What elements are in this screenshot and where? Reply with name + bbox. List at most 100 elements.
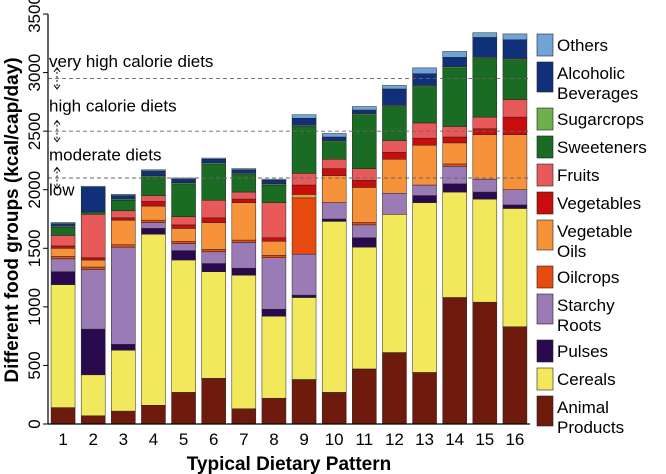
bar-segment: [352, 237, 377, 248]
legend: Others Alcoholic Beverages Sugarcrops Sweete…: [536, 33, 647, 437]
bar-segment: [231, 198, 257, 203]
x-tick-label: 11: [355, 430, 373, 449]
bar-segment: [352, 368, 377, 425]
bar-stack-4: [141, 169, 166, 425]
bar-segment: [321, 218, 347, 222]
bar-segment: [412, 86, 437, 124]
x-tick-label: 13: [415, 430, 434, 449]
y-tick-label: 1500: [25, 229, 44, 267]
y-tick-label: 500: [25, 351, 44, 379]
y-tick-label: 3000: [25, 54, 44, 92]
bar-segment: [80, 214, 106, 258]
bar-stack-11: [352, 106, 377, 425]
x-tick-label: 15: [475, 430, 494, 449]
bar-segment: [231, 408, 257, 425]
y-axis-ticks: 0 500 1000 1500 2000 2500 3000 3500: [25, 0, 48, 429]
bar-segment: [231, 191, 257, 200]
bar-segment: [80, 211, 106, 215]
bar-segment: [201, 217, 226, 223]
bar-segment: [201, 163, 226, 201]
bar-segment: [80, 257, 106, 261]
bar-segment: [171, 216, 196, 226]
y-tick-label: 1000: [25, 288, 44, 326]
bar-segment: [382, 214, 407, 353]
bar-segment: [442, 142, 467, 165]
bar-segment: [80, 328, 106, 376]
bar-segment: [141, 405, 166, 425]
bar-segment: [201, 251, 226, 264]
bar-segment: [502, 33, 528, 41]
bar-segment: [321, 141, 347, 160]
legend-label: Alcoholic Beverages: [557, 64, 638, 103]
bar-segment: [502, 116, 528, 135]
bar-segment: [261, 178, 287, 181]
bar-segment: [141, 205, 166, 221]
bar-segment: [261, 397, 287, 425]
bar-segment: [171, 241, 196, 244]
bar-segment: [261, 255, 287, 258]
bar-segment: [291, 118, 317, 126]
legend-swatch: [536, 265, 554, 289]
bar-segment: [502, 204, 528, 209]
x-axis-title: Typical Dietary Pattern: [187, 454, 392, 474]
bar-segment: [261, 257, 287, 310]
bar-segment: [321, 168, 347, 176]
bar-segment: [352, 187, 377, 223]
bar-segment: [442, 136, 467, 144]
bar-segment: [141, 176, 166, 196]
bar-segment: [231, 168, 257, 171]
bar-segment: [472, 58, 498, 118]
bar-segment: [502, 134, 528, 190]
bar-segment: [171, 178, 196, 183]
bar-segment: [472, 198, 498, 303]
x-axis-ticks: 1 2 3 4 5 6 7 8 9 10 11 12 13 14 15 16: [58, 430, 524, 449]
bar-segment: [171, 228, 196, 242]
bar-segment: [321, 392, 347, 425]
bar-segment: [412, 137, 437, 146]
bar-stack-10: [321, 133, 347, 425]
bar-segment: [472, 134, 498, 180]
bar-segment: [111, 210, 136, 219]
bar-segment: [412, 73, 437, 86]
bar-stack-9: [291, 114, 317, 425]
bar-segment: [382, 85, 407, 90]
bar-segment: [50, 223, 76, 227]
bars: [50, 32, 528, 425]
legend-swatch: [536, 293, 554, 325]
bar-segment: [412, 184, 437, 196]
legend-swatch: [536, 219, 554, 251]
bar-segment: [412, 144, 437, 186]
bar-segment: [141, 222, 166, 229]
legend-label: Cereals: [557, 370, 616, 389]
threshold-lines: low moderate diets high calorie diets very …: [48, 52, 530, 200]
bar-segment: [80, 374, 106, 417]
bar-segment: [382, 192, 407, 215]
bar-stack-5: [171, 177, 196, 425]
bar-segment: [201, 378, 226, 425]
legend-swatch: [536, 107, 554, 131]
bar-segment: [171, 259, 196, 393]
bar-segment: [442, 166, 467, 185]
arrow-head: [53, 84, 61, 90]
arrow-head: [53, 166, 61, 172]
bar-segment: [80, 185, 106, 188]
bar-segment: [80, 266, 106, 270]
bar-segment: [412, 202, 437, 373]
bar-segment: [231, 239, 257, 243]
bar-segment: [382, 159, 407, 194]
legend-label: Starchy Roots: [557, 296, 615, 335]
bar-segment: [472, 301, 498, 425]
bar-segment: [50, 226, 76, 236]
y-tick-label: 2000: [25, 171, 44, 209]
bar-segment: [231, 169, 257, 174]
bar-segment: [141, 228, 166, 235]
x-tick-label: 9: [299, 430, 308, 449]
arrow-head: [53, 67, 61, 73]
bar-segment: [352, 109, 377, 114]
bar-segment: [201, 249, 226, 253]
bar-segment: [111, 195, 136, 200]
bar-segment: [352, 168, 377, 181]
bar-segment: [382, 106, 407, 141]
bar-segment: [291, 114, 317, 119]
